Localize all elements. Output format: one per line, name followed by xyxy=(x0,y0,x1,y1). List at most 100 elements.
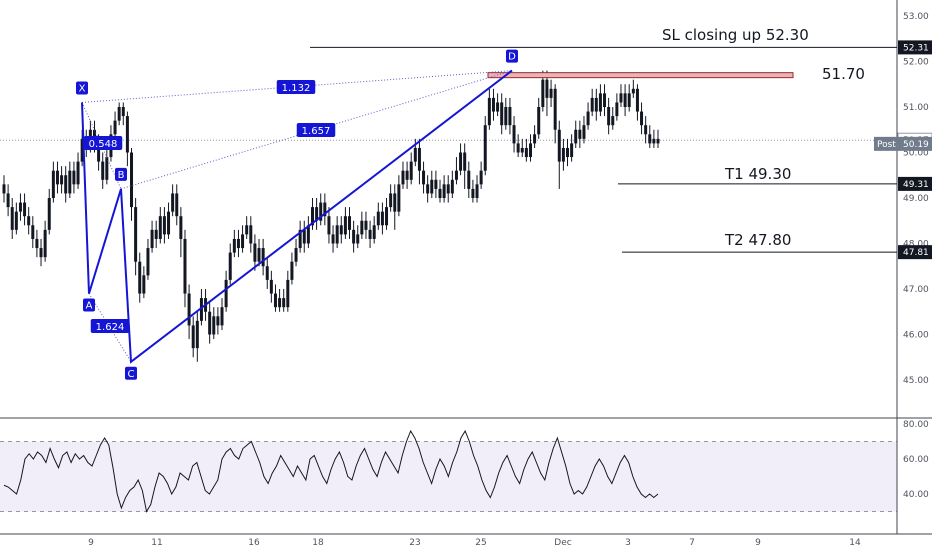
candle xyxy=(648,125,652,148)
candle xyxy=(545,70,549,117)
candle xyxy=(183,229,187,308)
candle-body xyxy=(35,238,39,249)
candle-body xyxy=(578,129,582,139)
candle-body xyxy=(290,261,294,280)
candle-body xyxy=(372,225,376,239)
candle-body xyxy=(27,216,31,226)
candle-body xyxy=(315,207,319,221)
post-tag: Post 50.19 xyxy=(874,136,932,151)
candle-body xyxy=(68,170,72,194)
candle xyxy=(273,284,277,312)
candle xyxy=(607,97,611,135)
candle-body xyxy=(467,170,471,189)
candle xyxy=(323,193,327,226)
candle xyxy=(508,97,512,135)
candle xyxy=(208,302,212,344)
candle xyxy=(631,79,635,98)
candle-body xyxy=(656,138,660,144)
candle-body xyxy=(603,93,607,107)
candle xyxy=(467,161,471,198)
candle xyxy=(195,311,199,362)
candle-body xyxy=(14,211,18,230)
time-tick-label: 25 xyxy=(475,538,486,548)
candle xyxy=(635,84,639,121)
ratio-tag-label: 1.657 xyxy=(302,126,331,137)
candle xyxy=(339,216,343,244)
candle xyxy=(64,166,68,203)
candle xyxy=(561,138,565,171)
candle-body xyxy=(459,152,463,171)
candle-body xyxy=(454,170,458,180)
time-tick-label: 16 xyxy=(248,538,260,548)
candle xyxy=(179,207,183,258)
candle xyxy=(520,138,524,158)
candle xyxy=(405,161,409,189)
candle xyxy=(60,166,64,194)
candle xyxy=(80,129,84,167)
candle xyxy=(516,134,520,158)
candle-body xyxy=(158,216,162,239)
candle xyxy=(360,211,364,239)
price-tag-bg xyxy=(898,40,932,55)
candle xyxy=(6,184,10,217)
candle-body xyxy=(561,147,565,162)
candle-body xyxy=(134,207,138,262)
candle-body xyxy=(323,202,327,217)
ratio-tag: 1.657 xyxy=(296,123,336,137)
pattern-point-label: C xyxy=(128,369,135,380)
candle xyxy=(380,202,384,235)
ratio-tag-label: 1.624 xyxy=(96,322,125,333)
candle xyxy=(434,170,438,198)
pattern-point-c: C xyxy=(125,366,137,380)
candle-body xyxy=(339,225,343,235)
candle xyxy=(278,289,282,312)
ratio-tag: 1.132 xyxy=(276,80,316,94)
candle-body xyxy=(422,170,426,185)
candle-body xyxy=(586,111,590,126)
candle xyxy=(619,84,623,107)
candle-body xyxy=(183,238,187,294)
candle-body xyxy=(286,279,290,308)
candle xyxy=(594,88,598,121)
candle-body xyxy=(101,161,105,180)
candle xyxy=(290,252,294,285)
rsi-axis: 40.00 60.00 80.00 xyxy=(903,420,929,500)
candle xyxy=(43,220,47,262)
candle xyxy=(265,257,269,289)
candle xyxy=(656,129,660,148)
candle-body xyxy=(553,88,557,130)
candle-body xyxy=(273,293,277,308)
candle xyxy=(134,198,138,276)
candle xyxy=(471,179,475,203)
candle xyxy=(212,307,216,340)
post-tag-bg xyxy=(874,136,898,151)
candle xyxy=(623,84,627,117)
candle-body xyxy=(401,170,405,185)
candle-body xyxy=(6,193,10,208)
candle-body xyxy=(615,102,619,117)
pattern-point-label: X xyxy=(79,83,86,94)
candle-body xyxy=(121,107,125,117)
stop-loss-annotation: SL closing up 52.30 xyxy=(662,26,809,44)
pattern-point-a: A xyxy=(83,298,95,312)
candle-body xyxy=(171,193,175,212)
candle-body xyxy=(516,143,520,153)
candle-body xyxy=(23,202,27,217)
candle xyxy=(101,152,105,189)
candle-body xyxy=(167,211,171,235)
candle xyxy=(566,138,570,167)
candle xyxy=(463,143,467,189)
candle-body xyxy=(47,198,51,230)
candle xyxy=(158,207,162,244)
candle xyxy=(162,207,166,244)
pattern-point-tag xyxy=(76,81,88,95)
candle xyxy=(450,170,454,198)
post-tag-value-bg xyxy=(898,136,932,151)
candle xyxy=(352,220,356,253)
candle-body xyxy=(146,248,150,276)
candle xyxy=(615,93,619,121)
candle xyxy=(479,161,483,189)
candle-body xyxy=(512,125,516,144)
candle xyxy=(348,207,352,239)
candle-body xyxy=(500,102,504,126)
